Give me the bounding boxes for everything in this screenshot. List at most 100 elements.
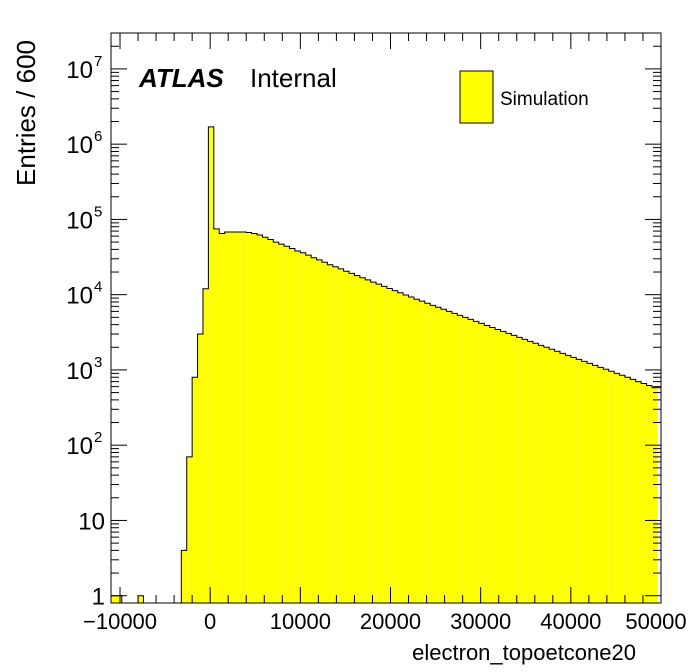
histogram-bar [138,595,144,603]
y-tick-label-exponent: 5 [94,203,102,220]
histogram-bar [246,232,252,603]
histogram-bar [446,311,452,603]
histogram-bar [451,313,458,603]
histogram-bar [397,292,404,603]
histogram-bar [289,248,295,603]
histogram-bar [441,309,447,603]
histogram-bar [305,255,312,603]
histogram-bar [321,262,328,603]
histogram-bar [468,319,474,603]
histogram-bar [408,297,414,603]
histogram-bar [635,381,642,603]
histogram-bar [624,377,631,603]
histogram-bar [489,327,496,603]
histogram-bar [403,295,409,603]
histogram-bar [581,361,588,603]
histogram-bar [630,379,636,603]
histogram-bar [213,228,220,604]
histogram-bar [592,365,598,603]
histogram-bar [576,359,582,603]
y-tick-label-exponent: 4 [94,279,102,296]
histogram-bar [614,373,620,603]
histogram-bar [311,257,317,603]
histogram-bar [251,233,258,604]
x-tick-label: 40000 [540,609,601,634]
histogram-bar [527,341,533,603]
histogram-bar [549,349,555,603]
histogram-bar [365,279,371,603]
histogram-bar [284,246,290,603]
legend-label-simulation: Simulation [500,89,589,110]
histogram-bar [386,288,393,603]
histogram-bar [603,369,609,603]
histogram-bar [338,268,344,603]
histogram-bar [543,347,550,603]
histogram-bar [294,251,301,604]
histogram-bar [116,595,122,603]
histogram-bar [316,259,322,603]
y-tick-label: 1 [92,584,105,611]
y-tick-label: 10 [66,433,93,460]
histogram-bar [413,299,420,603]
histogram-bar [646,385,652,603]
histogram-bar [495,329,501,603]
histogram-bar [192,377,198,603]
histogram-bar [267,239,274,603]
histogram-bar [359,277,366,603]
histogram-bar [430,305,436,603]
histogram-bar [478,323,485,603]
histogram-bar [597,367,604,603]
y-tick-label: 10 [66,283,93,310]
histogram-bar [641,383,647,603]
y-tick-label: 10 [66,132,93,159]
histogram-bar [560,353,566,603]
x-axis-label: electron_topoetcone20 [412,640,636,665]
histogram-bar [370,282,377,603]
histogram-bar [511,335,517,603]
histogram-bar [587,363,593,603]
legend-swatch-simulation [459,70,494,124]
plot-frame [110,32,662,604]
y-tick-label-exponent: 6 [94,128,102,145]
histogram-bar [224,232,231,603]
histogram-bar [570,357,577,603]
histogram-bar [327,264,333,603]
x-tick-label: 10000 [270,609,331,634]
histogram-bar [538,345,544,603]
histogram-bar [419,301,425,603]
histogram-bar [262,237,268,603]
y-tick-label: 10 [78,508,105,535]
y-tick-label: 10 [66,57,93,84]
histogram-bar [181,550,187,603]
histogram-bar [197,334,203,603]
histogram-bar [186,456,193,603]
y-tick-label: 10 [66,358,93,385]
histogram-bar [651,387,658,603]
histogram-bar [208,126,214,603]
histogram-bar [354,275,360,603]
histogram-bar [505,333,512,603]
histogram-bar [235,232,241,603]
x-tick-label: 30000 [450,609,511,634]
histogram-bar [435,307,441,603]
y-tick-label-exponent: 2 [94,429,102,446]
x-tick-label: 20000 [360,609,421,634]
histogram-bar [554,351,561,603]
histogram-bar [532,343,539,603]
histogram-bar [565,355,571,603]
histogram-bar [500,331,506,603]
histogram-bar [273,242,279,603]
histogram-bar [484,325,490,603]
histogram-bar [111,595,117,603]
histogram-bar [516,337,523,603]
histogram-bar [376,284,382,603]
x-tick-label: −10000 [83,609,157,634]
histogram-bar [457,315,463,603]
histogram-bar [240,232,247,603]
y-tick-label: 10 [66,207,93,234]
histogram-bar [257,235,263,603]
histogram-bar [462,317,469,603]
histogram-bar [473,321,479,603]
histogram-bar [424,303,431,603]
